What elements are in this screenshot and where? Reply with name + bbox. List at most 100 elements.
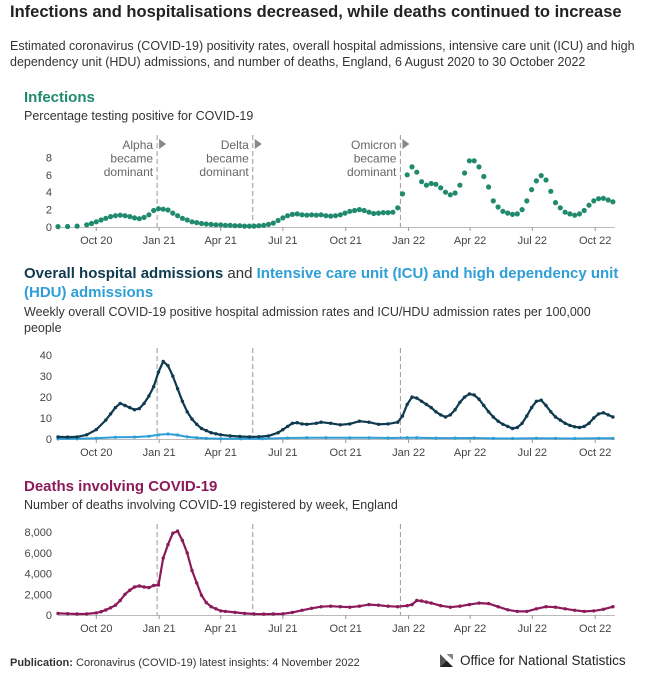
x-tick-label: Oct 22 (579, 623, 611, 635)
x-tick-label: Jul 22 (518, 235, 547, 247)
x-tick-label: Jan 22 (392, 623, 425, 635)
infections-point (543, 177, 549, 183)
infections-point (385, 210, 391, 216)
y-tick-label: 4 (46, 187, 52, 199)
deaths-point (180, 538, 185, 543)
hospital-admissions-point (247, 435, 252, 439)
infections-point (237, 223, 243, 229)
infections-point (442, 189, 449, 195)
annotation-arrow-icon (402, 139, 410, 149)
hospital-admissions-point (453, 408, 457, 412)
x-tick-label: Jan 21 (143, 235, 176, 247)
deaths-point (582, 609, 586, 614)
infections-point (562, 209, 568, 215)
infections-point (433, 181, 439, 187)
hospital-admissions-point (611, 415, 615, 419)
infections-point (457, 182, 463, 188)
x-tick-label: Oct 20 (80, 235, 112, 247)
infections-point (438, 185, 444, 191)
x-tick-label: Jul 22 (518, 447, 547, 459)
hospital-admissions-point (520, 421, 524, 425)
x-tick-label: Apr 22 (454, 235, 486, 247)
hospital-admissions-point (156, 370, 161, 374)
infections-point (160, 206, 166, 212)
deaths-point (113, 603, 118, 607)
x-tick-label: Apr 22 (454, 447, 486, 459)
infections-point (529, 187, 535, 193)
infections-point (380, 210, 386, 216)
infections-point (452, 190, 458, 196)
deaths-point (185, 551, 189, 555)
infections-point (605, 197, 611, 203)
hospital-admissions-point (529, 405, 534, 410)
hospital-admissions-point (515, 425, 519, 430)
chart-title: Infections and hospitalisations decrease… (10, 3, 622, 21)
hospital-admissions-point (367, 420, 371, 424)
hospital-admissions-point (281, 427, 285, 432)
infections-point (337, 212, 343, 218)
hospital-admissions-line (57, 360, 614, 439)
hospital-admissions-point (573, 425, 577, 429)
hospital-admissions-point (448, 413, 452, 417)
infections-point (538, 173, 544, 179)
x-tick-label: Jul 22 (518, 623, 547, 635)
hospital-admissions-point (137, 406, 141, 411)
publication-link[interactable]: Coronavirus (COVID-19) latest insights: … (72, 657, 360, 669)
deaths-point (242, 611, 247, 616)
hospital-admissions-point (94, 427, 99, 432)
deaths-point (65, 612, 70, 616)
deaths-point (108, 606, 113, 610)
infections-point (294, 211, 300, 217)
hospital-admissions-point (238, 434, 242, 439)
hospital-admissions-point (558, 418, 562, 422)
infections-point (600, 195, 607, 201)
infections-point (88, 220, 95, 227)
icu-admissions-point (176, 433, 180, 437)
deaths-panel-title: Deaths involving COVID-19 (24, 478, 218, 495)
hospital-admissions-point (290, 421, 295, 425)
infections-point (390, 209, 396, 215)
icu-admissions-title: Intensive care unit (ICU) and high depen… (24, 265, 619, 301)
y-tick-label: 8 (46, 152, 52, 164)
variant-annotation-label: Delta (221, 138, 249, 152)
ons-logo[interactable]: Office for National Statistics (438, 652, 626, 669)
infections-point (552, 200, 559, 206)
title-conjunction: and (223, 265, 257, 282)
hospital-admissions-point (405, 402, 409, 407)
infections-point (332, 213, 339, 219)
hospital-admissions-point (195, 422, 199, 426)
infections-point (280, 215, 286, 221)
deaths-point (142, 585, 146, 589)
deaths-point (123, 592, 127, 596)
icu-admissions-point (156, 433, 161, 437)
hospital-panel-title: Overall hospital admissions and Intensiv… (24, 264, 624, 302)
hospital-admissions-point (147, 394, 151, 398)
hospital-admissions-point (166, 364, 170, 368)
deaths-point (94, 611, 99, 615)
hospital-admissions-point (462, 395, 467, 399)
infections-panel-title: Infections (24, 89, 95, 106)
infections-point (395, 205, 401, 211)
x-tick-label: Apr 21 (204, 447, 236, 459)
icu-admissions-point (204, 436, 208, 440)
variant-annotation-label: became (206, 152, 249, 166)
icu-admissions-line (57, 433, 613, 440)
icu-admissions-point (195, 436, 199, 440)
infections-point (610, 199, 616, 205)
deaths-point (166, 542, 170, 547)
y-tick-label: 0 (46, 610, 52, 622)
hospital-admissions-point (228, 434, 232, 438)
icu-admissions-point (453, 436, 457, 440)
y-tick-label: 20 (40, 392, 52, 404)
infections-point (198, 220, 205, 227)
icu-admissions-point (415, 436, 419, 440)
infections-point (375, 210, 382, 216)
hospital-admissions-point (300, 422, 304, 426)
infections-point (117, 212, 123, 218)
x-tick-label: Oct 21 (330, 447, 362, 459)
hospital-admissions-point (434, 410, 438, 414)
hospital-admissions-point (549, 410, 553, 414)
deaths-point (439, 604, 443, 608)
infections-point (462, 170, 468, 176)
deaths-point (56, 611, 60, 616)
